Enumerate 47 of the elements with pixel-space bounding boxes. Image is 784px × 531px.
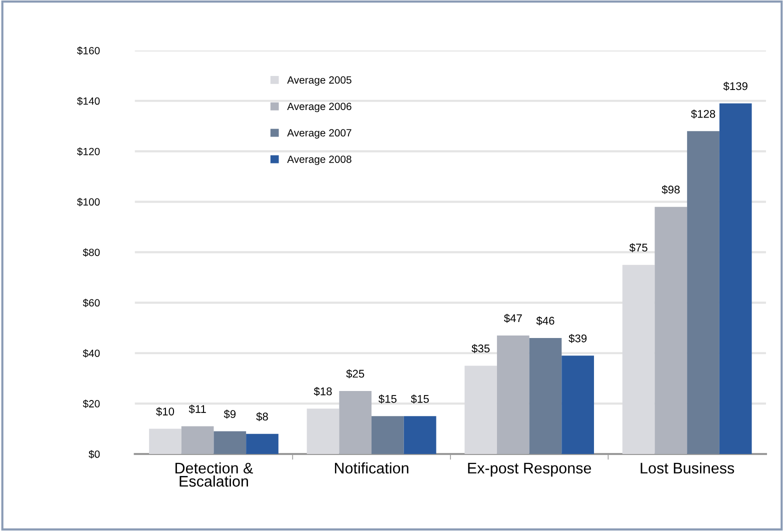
- bar: [529, 338, 562, 454]
- y-tick-label: $0: [88, 450, 100, 458]
- bar: [404, 416, 436, 454]
- x-tick-label: Notification: [334, 462, 408, 474]
- data-label: $98: [662, 185, 680, 194]
- data-label: $10: [156, 407, 174, 416]
- y-tick-label: $20: [82, 400, 100, 408]
- bar: [372, 416, 404, 454]
- y-tick-label: $120: [77, 147, 100, 156]
- data-label: $18: [314, 386, 332, 396]
- data-label: $15: [378, 394, 396, 404]
- x-tick-label: Detection & Escalation: [176, 462, 253, 487]
- bar: [214, 431, 246, 454]
- data-label: $139: [723, 82, 748, 91]
- bar: [149, 428, 182, 454]
- data-label: $47: [504, 314, 522, 323]
- bar: [687, 131, 720, 454]
- y-tick-label: $60: [82, 298, 100, 308]
- y-tick-label: $100: [77, 198, 100, 206]
- x-tick-label: Ex-post Response: [468, 462, 592, 477]
- bar: [719, 103, 752, 454]
- y-tick-label: $140: [77, 96, 100, 106]
- data-label: $35: [472, 344, 490, 354]
- x-tick-label: Lost Business: [640, 462, 734, 474]
- data-label: $25: [346, 369, 364, 378]
- bar: [562, 356, 594, 454]
- legend-label: Average 2008: [287, 156, 352, 166]
- data-label: $11: [188, 404, 206, 414]
- legend-label: Average 2005: [287, 76, 352, 86]
- data-label: $75: [629, 243, 648, 252]
- data-label: $8: [256, 412, 268, 422]
- bar: [496, 335, 530, 454]
- y-tick-label: $160: [77, 46, 100, 55]
- data-label: $15: [410, 394, 429, 404]
- data-label: $9: [224, 410, 236, 419]
- y-tick-label: $80: [82, 248, 100, 257]
- bar: [339, 390, 372, 454]
- data-label: $39: [568, 334, 587, 343]
- legend-label: Average 2007: [287, 129, 352, 139]
- data-label: $46: [536, 316, 554, 326]
- bar: [654, 206, 688, 454]
- bar: [181, 426, 214, 454]
- legend-label: Average 2006: [287, 102, 352, 112]
- data-label: $128: [691, 110, 716, 119]
- bar: [246, 434, 278, 454]
- y-tick-label: $40: [82, 349, 100, 358]
- bar: [306, 408, 340, 454]
